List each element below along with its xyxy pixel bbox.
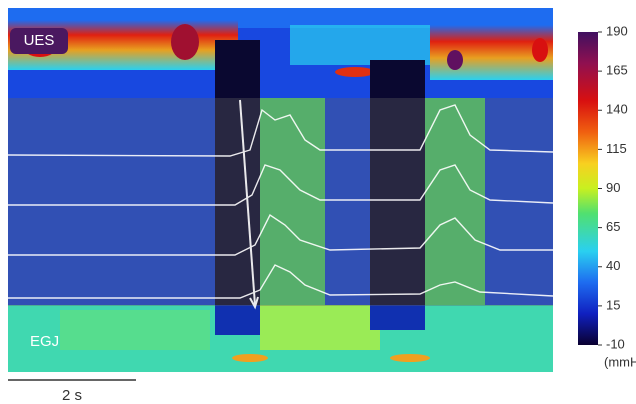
ues-label: UES (24, 32, 55, 49)
colorbar (578, 32, 598, 345)
colorbar-tick-label: 165 (606, 63, 628, 78)
colorbar-tick-label: 65 (606, 219, 620, 234)
figure: UES EGJ 2 s (mmHg) -10 15 40 65 90 115 140 165 1… (0, 0, 636, 404)
colorbar-tick-label: 190 (606, 23, 628, 38)
heatmap: UES EGJ (8, 8, 553, 372)
colorbar-tick-label: 15 (606, 297, 620, 312)
colorbar-tick-label: 90 (606, 180, 620, 195)
scale-bar-label: 2 s (62, 387, 82, 404)
colorbar-tick-label: 40 (606, 258, 620, 273)
colorbar-tick-label: 140 (606, 102, 628, 117)
colorbar-tick-label: 115 (606, 141, 627, 156)
colorbar-tick-label: -10 (606, 336, 625, 351)
egj-label: EGJ (30, 333, 59, 350)
colorbar-ticks: -10 15 40 65 90 115 140 165 190 (598, 23, 628, 351)
unit-label: (mmHg) (604, 354, 636, 369)
